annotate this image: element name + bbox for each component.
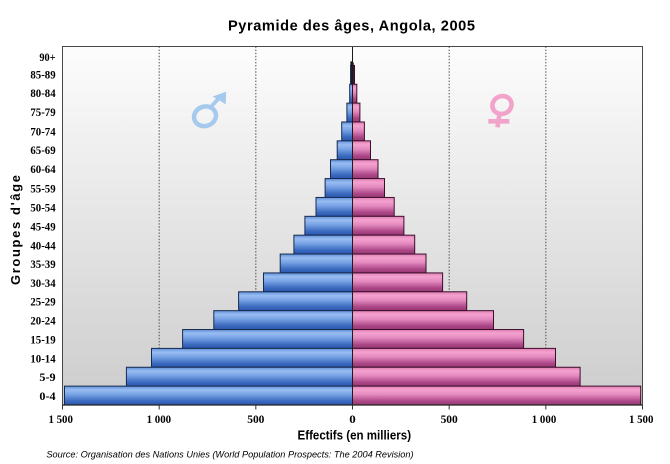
svg-text:50-54: 50-54 <box>30 203 56 215</box>
svg-text:15-19: 15-19 <box>30 335 56 347</box>
svg-text:20-24: 20-24 <box>30 316 56 328</box>
svg-text:Source: Organisation des Natio: Source: Organisation des Nations Unies (… <box>46 449 413 459</box>
svg-text:1 500: 1 500 <box>629 413 654 426</box>
svg-text:5-9: 5-9 <box>39 372 56 384</box>
svg-text:55-59: 55-59 <box>30 184 56 196</box>
svg-text:45-49: 45-49 <box>30 222 56 234</box>
svg-text:1 000: 1 000 <box>147 413 172 426</box>
svg-text:Pyramide des âges, Angola, 200: Pyramide des âges, Angola, 2005 <box>228 18 475 34</box>
svg-text:80-84: 80-84 <box>30 88 56 100</box>
svg-text:Groupes d'âge: Groupes d'âge <box>8 175 23 285</box>
svg-text:30-34: 30-34 <box>30 278 56 290</box>
svg-text:25-29: 25-29 <box>30 297 56 309</box>
svg-text:70-74: 70-74 <box>30 127 56 139</box>
svg-text:60-64: 60-64 <box>30 164 56 176</box>
svg-text:35-39: 35-39 <box>30 259 56 271</box>
svg-text:1 000: 1 000 <box>532 413 557 426</box>
svg-text:Effectifs (en milliers): Effectifs (en milliers) <box>298 429 412 443</box>
svg-text:1 500: 1 500 <box>48 413 73 426</box>
svg-text:0: 0 <box>349 413 356 426</box>
svg-text:75-79: 75-79 <box>30 107 56 119</box>
svg-text:10-14: 10-14 <box>30 353 56 365</box>
svg-text:85-89: 85-89 <box>30 69 56 81</box>
svg-text:0-4: 0-4 <box>39 391 56 403</box>
svg-text:500: 500 <box>441 413 458 426</box>
svg-text:40-44: 40-44 <box>30 240 56 252</box>
svg-text:65-69: 65-69 <box>30 145 56 157</box>
svg-text:500: 500 <box>247 413 264 426</box>
svg-text:90+: 90+ <box>39 52 55 64</box>
